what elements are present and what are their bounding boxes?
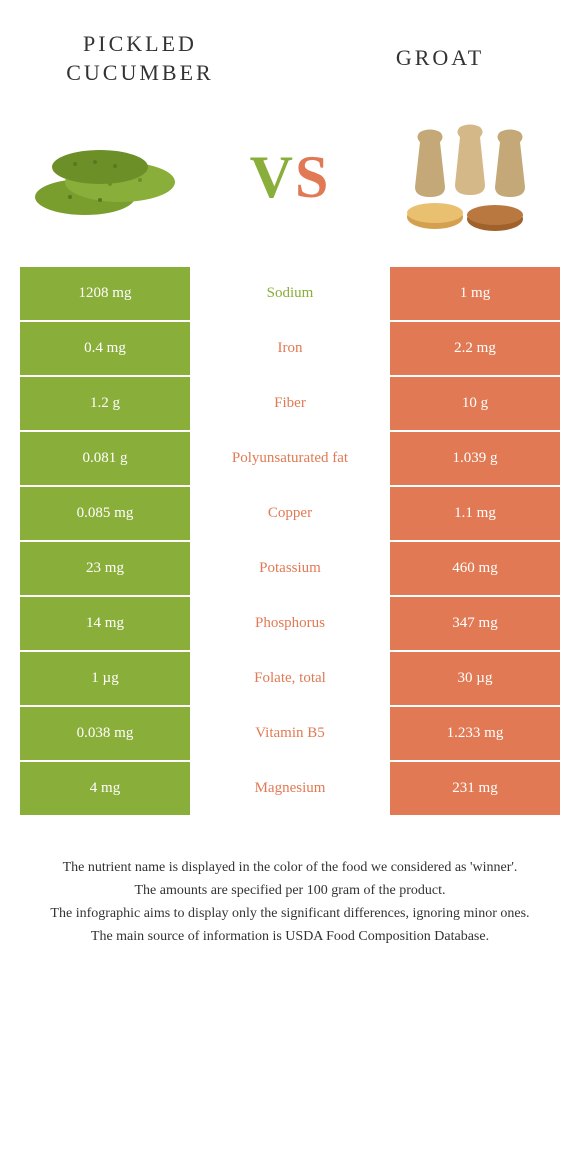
table-row: 0.085 mgCopper1.1 mg [20, 487, 560, 542]
table-row: 1.2 gFiber10 g [20, 377, 560, 432]
cell-left-value: 1208 mg [20, 267, 190, 320]
pickle-icon [30, 122, 190, 232]
cell-nutrient-name: Folate, total [190, 652, 390, 705]
cell-nutrient-name: Magnesium [190, 762, 390, 815]
cell-right-value: 1.233 mg [390, 707, 560, 760]
title-right-text: GROAT [396, 45, 484, 70]
table-row: 1 µgFolate, total30 µg [20, 652, 560, 707]
pickle-image [30, 117, 190, 237]
table-row: 0.081 gPolyunsaturated fat1.039 g [20, 432, 560, 487]
footer-notes: The nutrient name is displayed in the co… [0, 817, 580, 969]
title-left-text: PICKLED CUCUMBER [66, 31, 213, 85]
cell-left-value: 1 µg [20, 652, 190, 705]
cell-left-value: 0.085 mg [20, 487, 190, 540]
cell-nutrient-name: Potassium [190, 542, 390, 595]
nutrient-table: 1208 mgSodium1 mg0.4 mgIron2.2 mg1.2 gFi… [20, 267, 560, 817]
cell-left-value: 0.4 mg [20, 322, 190, 375]
footer-line-3: The infographic aims to display only the… [30, 903, 550, 924]
table-row: 14 mgPhosphorus347 mg [20, 597, 560, 652]
groat-image [390, 117, 550, 237]
cell-nutrient-name: Fiber [190, 377, 390, 430]
cell-right-value: 10 g [390, 377, 560, 430]
cell-right-value: 1 mg [390, 267, 560, 320]
table-row: 0.038 mgVitamin B51.233 mg [20, 707, 560, 762]
cell-right-value: 1.1 mg [390, 487, 560, 540]
groat-icon [390, 117, 550, 237]
cell-nutrient-name: Vitamin B5 [190, 707, 390, 760]
cell-left-value: 4 mg [20, 762, 190, 815]
cell-right-value: 460 mg [390, 542, 560, 595]
cell-nutrient-name: Iron [190, 322, 390, 375]
cell-nutrient-name: Sodium [190, 267, 390, 320]
infographic-container: PICKLED CUCUMBER GROAT VS [0, 0, 580, 969]
food-title-right: GROAT [340, 44, 540, 73]
cell-nutrient-name: Phosphorus [190, 597, 390, 650]
cell-right-value: 2.2 mg [390, 322, 560, 375]
table-row: 1208 mgSodium1 mg [20, 267, 560, 322]
cell-left-value: 14 mg [20, 597, 190, 650]
images-row: VS [0, 107, 580, 267]
cell-right-value: 30 µg [390, 652, 560, 705]
footer-line-2: The amounts are specified per 100 gram o… [30, 880, 550, 901]
table-row: 0.4 mgIron2.2 mg [20, 322, 560, 377]
cell-right-value: 347 mg [390, 597, 560, 650]
table-row: 4 mgMagnesium231 mg [20, 762, 560, 817]
vs-s: S [295, 144, 330, 210]
cell-right-value: 1.039 g [390, 432, 560, 485]
cell-left-value: 0.038 mg [20, 707, 190, 760]
cell-nutrient-name: Polyunsaturated fat [190, 432, 390, 485]
vs-label: VS [250, 143, 331, 212]
table-row: 23 mgPotassium460 mg [20, 542, 560, 597]
cell-left-value: 0.081 g [20, 432, 190, 485]
food-title-left: PICKLED CUCUMBER [40, 30, 240, 87]
cell-left-value: 23 mg [20, 542, 190, 595]
cell-nutrient-name: Copper [190, 487, 390, 540]
cell-right-value: 231 mg [390, 762, 560, 815]
footer-line-4: The main source of information is USDA F… [30, 926, 550, 947]
header-row: PICKLED CUCUMBER GROAT [0, 0, 580, 107]
cell-left-value: 1.2 g [20, 377, 190, 430]
vs-v: V [250, 144, 295, 210]
footer-line-1: The nutrient name is displayed in the co… [30, 857, 550, 878]
